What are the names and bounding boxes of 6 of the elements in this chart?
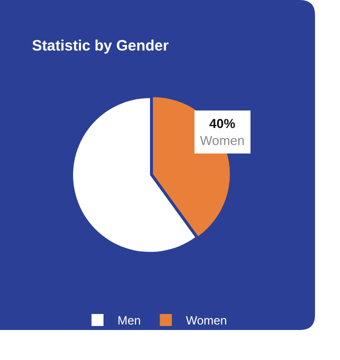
legend-label: Men	[118, 314, 141, 328]
slice-label: Women	[200, 132, 245, 148]
data-label: 40%	[209, 116, 236, 131]
pie-slice	[73, 98, 196, 252]
chart-title: Statistic by Gender	[32, 37, 169, 54]
legend-label: Women	[186, 314, 227, 328]
